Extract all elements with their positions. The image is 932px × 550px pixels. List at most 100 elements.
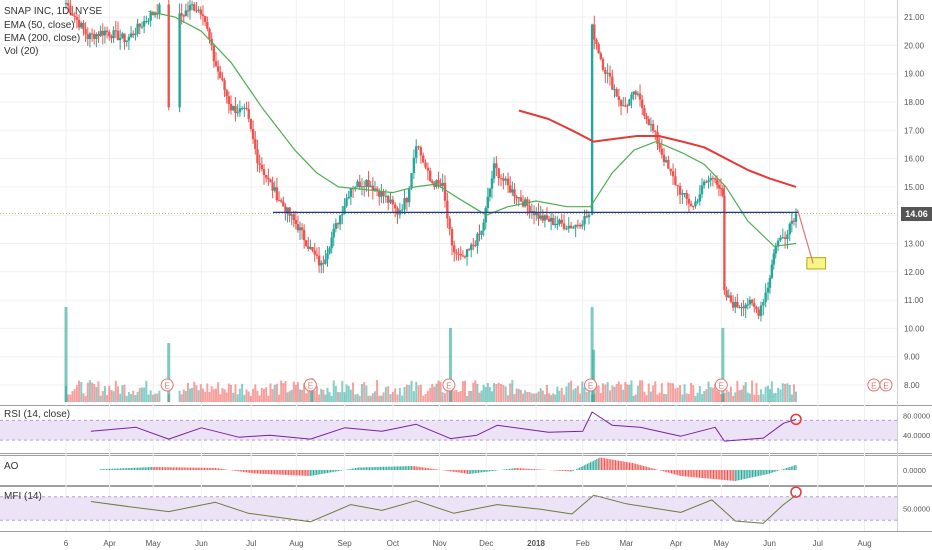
candle-body (692, 206, 695, 208)
ao-bar (112, 468, 114, 470)
ao-bar (172, 467, 174, 470)
candle-body (227, 96, 231, 104)
volume-bar (524, 390, 527, 402)
ao-bar (783, 469, 785, 470)
candle-body (748, 299, 752, 305)
volume-bar (158, 390, 161, 402)
candle-body (750, 299, 754, 304)
volume-bar (429, 387, 432, 402)
volume-bar (365, 385, 368, 402)
volume-bar (548, 393, 551, 402)
candle-body (486, 196, 490, 209)
volume-bar (294, 384, 297, 402)
volume-bar (788, 384, 791, 402)
volume-bar (687, 393, 690, 402)
candle-body (457, 253, 460, 255)
ao-bar (490, 470, 492, 472)
ao-bar (638, 464, 640, 470)
volume-bar (738, 390, 741, 402)
candle-body (578, 224, 582, 227)
ao-bar (350, 468, 352, 470)
volume-bar (517, 388, 520, 402)
ao-bar (118, 468, 120, 470)
candle-body (347, 196, 350, 199)
candle-body (576, 224, 580, 226)
ao-bar (532, 469, 534, 470)
volume-bar (254, 384, 257, 402)
ao-bar (527, 468, 529, 470)
candle-body (375, 188, 379, 191)
candle-body (64, 3, 68, 5)
rsi-tick-label: 80.0000 (903, 411, 930, 420)
candle-body (700, 185, 704, 195)
ao-bar (773, 470, 775, 472)
candle-body (478, 233, 481, 235)
volume-bar (241, 383, 244, 402)
ao-bar (289, 470, 291, 476)
volume-bar (403, 386, 406, 402)
candle-body (93, 33, 96, 39)
candle-body (182, 15, 185, 17)
earnings-label: E (588, 382, 593, 391)
ao-bar (147, 467, 149, 470)
y-tick-label: 12.00 (904, 268, 925, 277)
ao-bar (319, 470, 321, 475)
ao-bar (302, 470, 304, 476)
volume-bar (396, 394, 399, 402)
candle-body (504, 178, 507, 181)
ao-bar (630, 462, 632, 470)
mfi-tick-label: 50.0000 (903, 505, 930, 514)
ao-bar (664, 470, 666, 472)
candle-body (156, 13, 159, 15)
ao-bar (375, 467, 377, 470)
volume-bar (206, 383, 209, 402)
volume-bar (204, 391, 207, 402)
candle-body (292, 214, 295, 220)
volume-bar (572, 389, 575, 402)
volume-bar (343, 392, 346, 402)
volume-bar (130, 394, 133, 402)
volume-bar (660, 383, 663, 402)
last-price-tag: 14.06 (901, 206, 932, 221)
volume-bar (360, 384, 363, 402)
ao-bar (303, 470, 305, 476)
ao-bar (504, 469, 506, 470)
volume-bar (315, 385, 318, 402)
candle-body (674, 176, 677, 185)
candle-body (713, 178, 717, 180)
candle-body (149, 12, 152, 21)
candle-body (766, 287, 770, 293)
volume-bar (154, 393, 157, 402)
ao-bar (582, 466, 584, 470)
candle-body (656, 131, 659, 144)
candle-body (311, 247, 314, 251)
ao-bar (599, 457, 601, 470)
ao-bar (390, 466, 392, 470)
candle-body (412, 157, 416, 174)
volume-bar (143, 387, 146, 402)
ao-bar (426, 468, 428, 470)
volume-bar (103, 386, 106, 402)
ao-bar (748, 470, 750, 478)
ao-bar (213, 467, 215, 470)
candle-body (583, 216, 586, 225)
ao-bar (607, 458, 609, 470)
volume-bar (288, 391, 291, 402)
ao-bar (311, 470, 313, 476)
ema200-line (518, 109, 797, 188)
ao-bar (714, 470, 716, 480)
mfi-highlight-circle (790, 486, 802, 498)
volume-bar (647, 383, 650, 402)
ao-bar (428, 468, 430, 470)
ao-bar (460, 470, 462, 473)
ao-bar (179, 467, 181, 470)
ao-bar (379, 466, 381, 470)
ao-bar (736, 470, 738, 481)
candle-body (167, 4, 170, 108)
volume-bar (502, 385, 505, 402)
volume-bar (669, 383, 672, 402)
volume-bar (298, 389, 301, 402)
ao-bar (127, 468, 129, 470)
ao-bar (716, 470, 718, 480)
candle-body (731, 301, 735, 308)
